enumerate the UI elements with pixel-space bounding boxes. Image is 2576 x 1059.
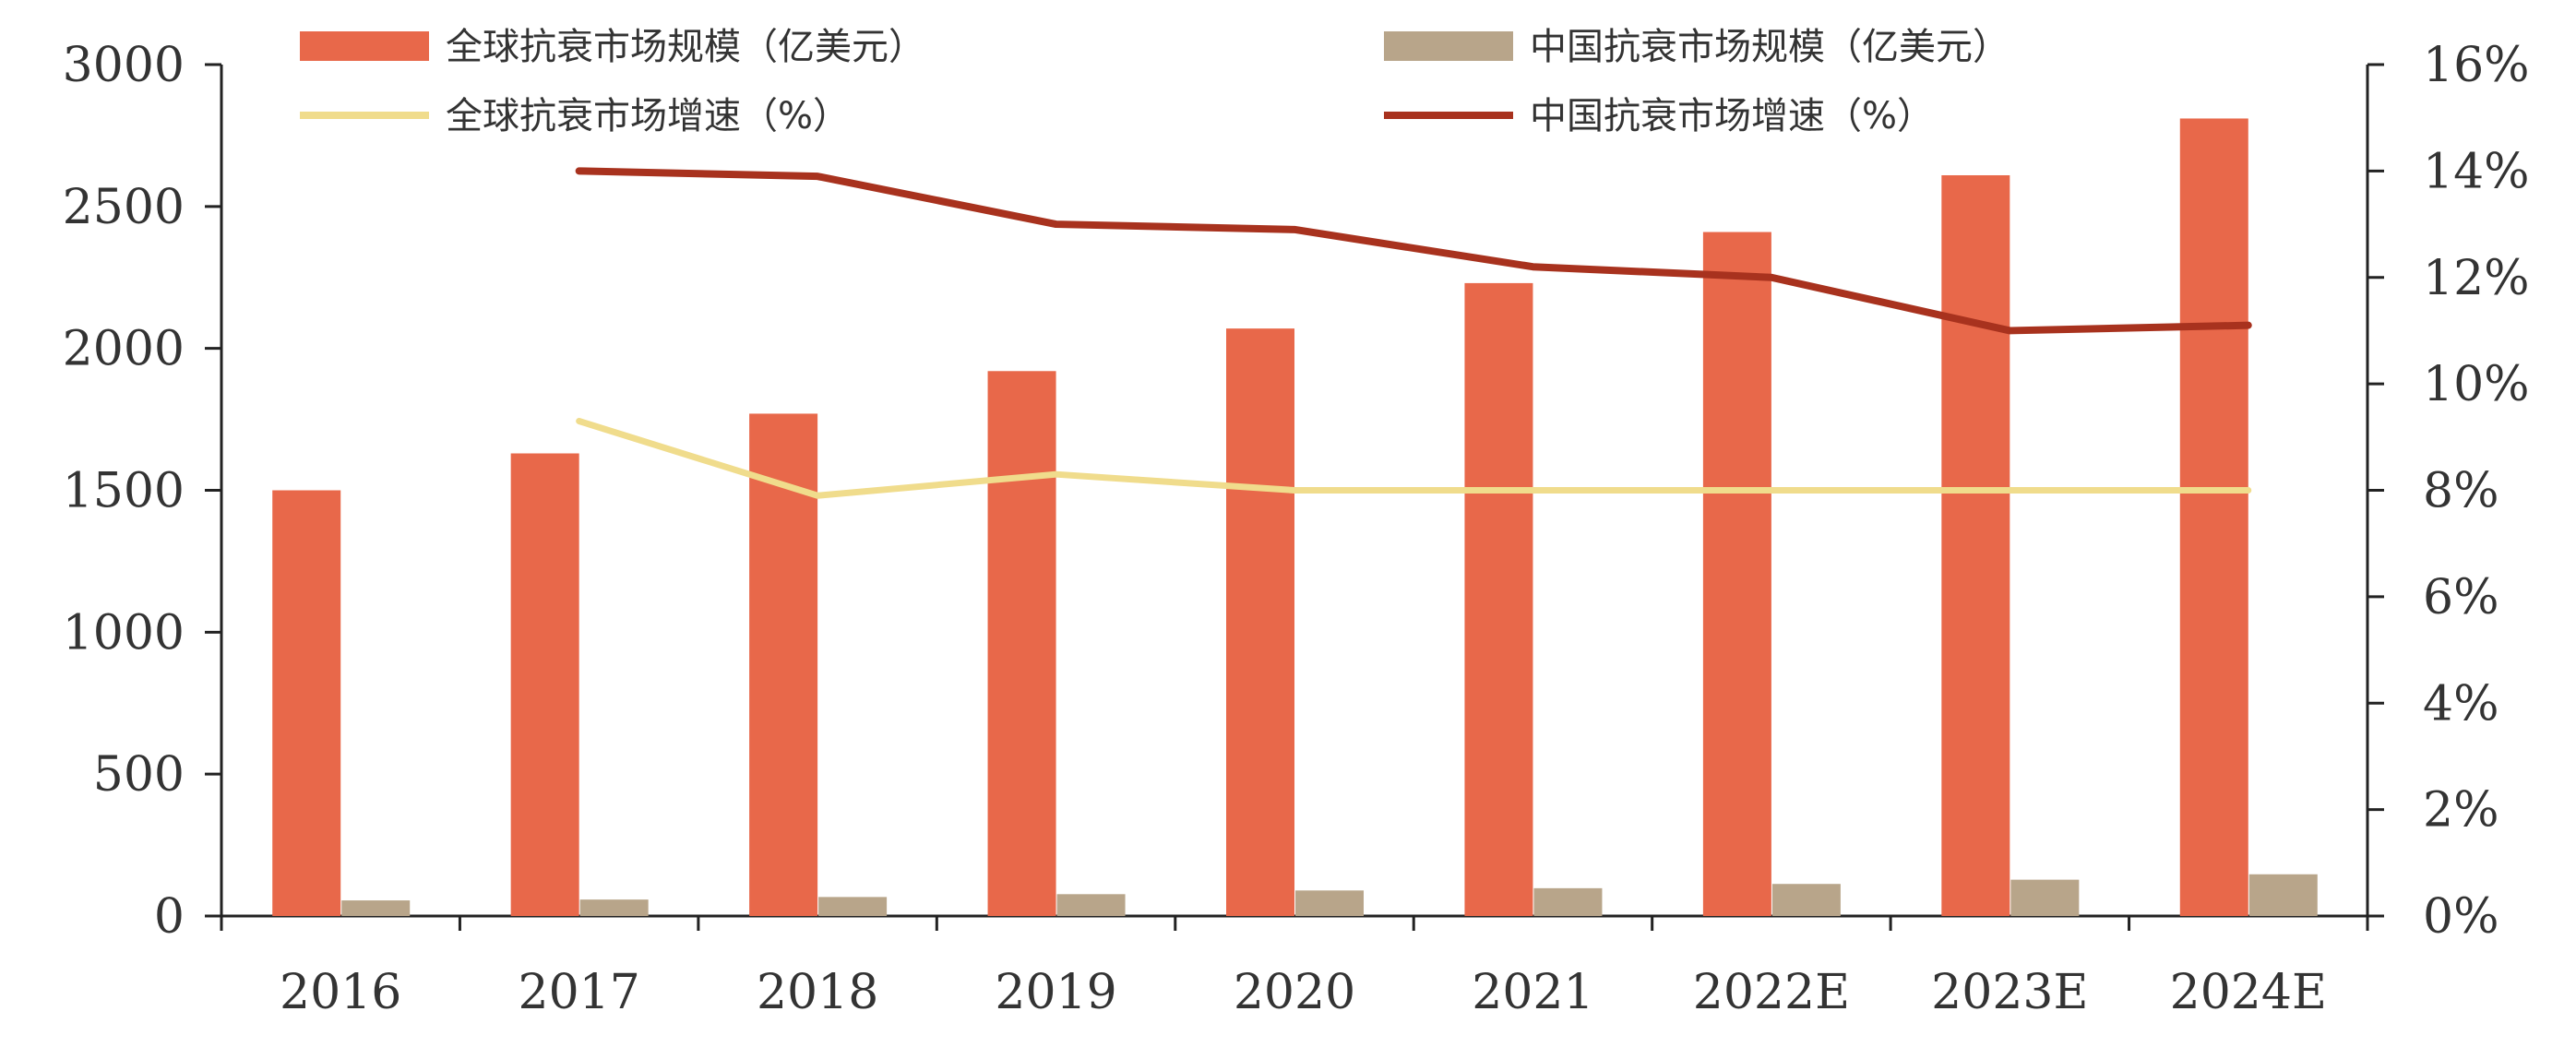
global-market-bar bbox=[1941, 174, 2010, 917]
china-market-bar bbox=[1056, 894, 1126, 916]
x-tick-label: 2018 bbox=[757, 965, 878, 1020]
global-market-bar bbox=[749, 413, 818, 916]
legend-global-growth-label: 全球抗衰市场增速（%） bbox=[446, 95, 850, 137]
right-tick-label: 16% bbox=[2423, 38, 2530, 93]
right-tick-label: 12% bbox=[2423, 251, 2530, 306]
left-tick-label: 1500 bbox=[63, 464, 185, 519]
global-market-bar bbox=[1226, 328, 1294, 916]
right-tick-label: 4% bbox=[2423, 676, 2499, 732]
global-market-bar bbox=[2179, 118, 2248, 916]
right-tick-label: 2% bbox=[2423, 783, 2499, 839]
global-growth-line bbox=[576, 418, 2252, 499]
right-tick-label: 10% bbox=[2423, 357, 2530, 412]
right-tick-label: 14% bbox=[2423, 144, 2530, 199]
left-tick-label: 2500 bbox=[63, 180, 185, 235]
x-tick-label: 2017 bbox=[518, 965, 639, 1020]
global-market-bar bbox=[987, 371, 1056, 916]
china-market-bar bbox=[1533, 887, 1603, 916]
china-market-bar bbox=[1295, 890, 1364, 916]
legend-global-market-label: 全球抗衰市场规模（亿美元） bbox=[446, 26, 925, 68]
left-tick-label: 3000 bbox=[63, 38, 185, 93]
china-market-bar bbox=[2010, 879, 2080, 916]
legend-china-market-swatch bbox=[1384, 31, 1513, 61]
china-market-bar bbox=[2248, 874, 2318, 916]
global-market-bar bbox=[1464, 282, 1533, 916]
legend-global-market-swatch bbox=[300, 31, 429, 61]
left-tick-label: 1000 bbox=[63, 605, 185, 660]
legend-china-growth-label: 中国抗衰市场增速（%） bbox=[1530, 95, 1934, 137]
global-market-bar bbox=[272, 490, 341, 916]
right-tick-label: 0% bbox=[2423, 889, 2499, 945]
x-tick-label: 2023E bbox=[1931, 965, 2088, 1020]
global-market-bar bbox=[1702, 232, 1771, 917]
right-tick-label: 6% bbox=[2423, 570, 2499, 625]
x-tick-label: 2021 bbox=[1472, 965, 1593, 1020]
china-market-bar bbox=[818, 897, 888, 916]
right-tick-label: 8% bbox=[2423, 464, 2499, 519]
x-tick-label: 2022E bbox=[1693, 965, 1850, 1020]
china-market-bar bbox=[341, 900, 411, 916]
global-market-bar bbox=[510, 453, 579, 916]
china-market-bar bbox=[579, 899, 649, 916]
x-tick-label: 2020 bbox=[1234, 965, 1355, 1020]
left-tick-label: 500 bbox=[93, 747, 185, 803]
x-tick-label: 2019 bbox=[995, 965, 1116, 1020]
left-tick-label: 2000 bbox=[63, 322, 185, 377]
china-market-bar bbox=[1771, 884, 1841, 916]
legend-china-market-label: 中国抗衰市场规模（亿美元） bbox=[1530, 26, 2010, 68]
x-tick-label: 2016 bbox=[280, 965, 401, 1020]
left-tick-label: 0 bbox=[154, 889, 185, 945]
x-tick-label: 2024E bbox=[2170, 965, 2327, 1020]
china-growth-line bbox=[575, 167, 2252, 335]
